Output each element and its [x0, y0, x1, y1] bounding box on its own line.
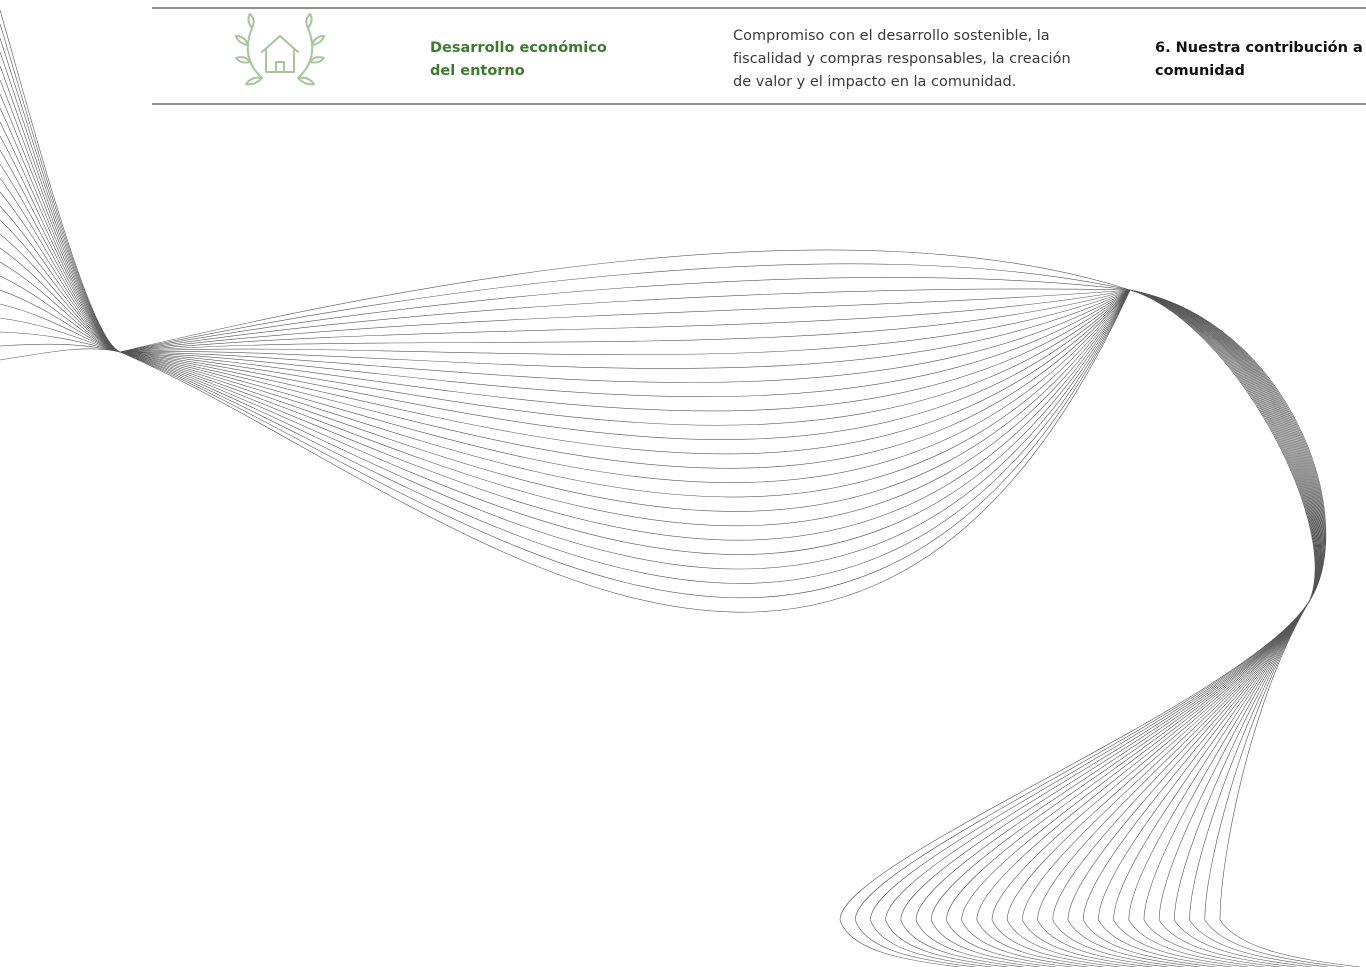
wave-line [0, 234, 1321, 967]
chapter-line: 6. Nuestra contribución a la [1155, 40, 1366, 56]
wave-line [0, 192, 1320, 967]
wave-line [0, 276, 1323, 967]
decorative-waves [0, 10, 1360, 967]
wave-line [0, 52, 1316, 967]
wave-line [0, 290, 1328, 967]
wave-line [0, 136, 1318, 967]
wave-line [0, 206, 1320, 967]
wave-line [0, 80, 1317, 967]
wave-line [0, 248, 1322, 967]
description-line: Compromiso con el desarrollo sostenible,… [733, 28, 1050, 44]
wave-line [0, 94, 1317, 967]
wave-line [0, 262, 1322, 967]
chapter-line: comunidad [1155, 63, 1245, 79]
wave-line [0, 108, 1317, 967]
description-line: fiscalidad y compras responsables, la cr… [733, 51, 1071, 67]
wave-line [0, 290, 1360, 967]
topic-line: Desarrollo económico [430, 40, 607, 56]
wave-line [0, 10, 1315, 967]
page: {"row": { "topic": ["Desarrollo económic… [0, 0, 1366, 967]
wave-line [0, 290, 1323, 967]
wave-line [0, 290, 1324, 967]
topic-icon [236, 14, 324, 84]
wave-line [0, 38, 1316, 967]
wave-line [0, 122, 1318, 967]
wave-line [0, 164, 1319, 967]
page-canvas: Desarrollo económico del entorno Comprom… [0, 0, 1366, 967]
wave-line [0, 290, 1324, 967]
wave-line [0, 66, 1316, 967]
wave-line [0, 150, 1319, 967]
wave-line [0, 24, 1315, 967]
description-line: de valor y el impacto en la comunidad. [733, 74, 1016, 90]
topic-line: del entorno [430, 63, 525, 79]
wave-line [0, 220, 1321, 967]
